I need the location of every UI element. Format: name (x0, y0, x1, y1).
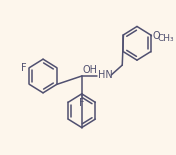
Text: OH: OH (83, 65, 98, 75)
Text: F: F (21, 63, 27, 73)
Text: CH₃: CH₃ (158, 34, 175, 43)
Text: O: O (152, 31, 160, 41)
Text: HN: HN (98, 70, 113, 80)
Text: F: F (79, 98, 84, 108)
